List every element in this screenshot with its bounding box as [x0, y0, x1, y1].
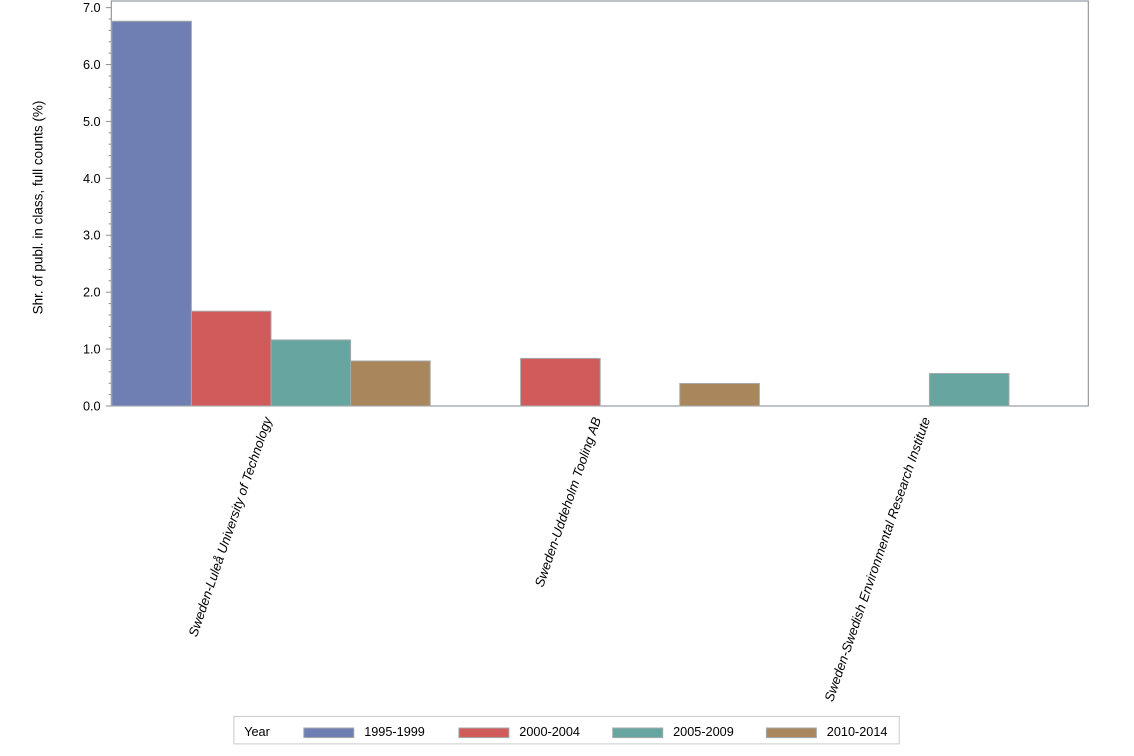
svg-text:5.0: 5.0 — [83, 115, 101, 129]
svg-text:2010-2014: 2010-2014 — [827, 725, 888, 739]
svg-text:1.0: 1.0 — [83, 342, 101, 356]
svg-text:4.0: 4.0 — [83, 172, 101, 186]
svg-text:Shr. of publ. in class, full c: Shr. of publ. in class, full counts (%) — [31, 101, 46, 315]
svg-text:Year: Year — [244, 725, 270, 739]
svg-text:1995-1999: 1995-1999 — [364, 725, 425, 739]
svg-text:2005-2009: 2005-2009 — [673, 725, 734, 739]
svg-text:3.0: 3.0 — [83, 229, 101, 243]
svg-text:7.0: 7.0 — [83, 1, 101, 15]
svg-text:2000-2004: 2000-2004 — [519, 725, 580, 739]
svg-text:2.0: 2.0 — [83, 286, 101, 300]
svg-text:0.0: 0.0 — [83, 399, 101, 413]
svg-text:6.0: 6.0 — [83, 58, 101, 72]
